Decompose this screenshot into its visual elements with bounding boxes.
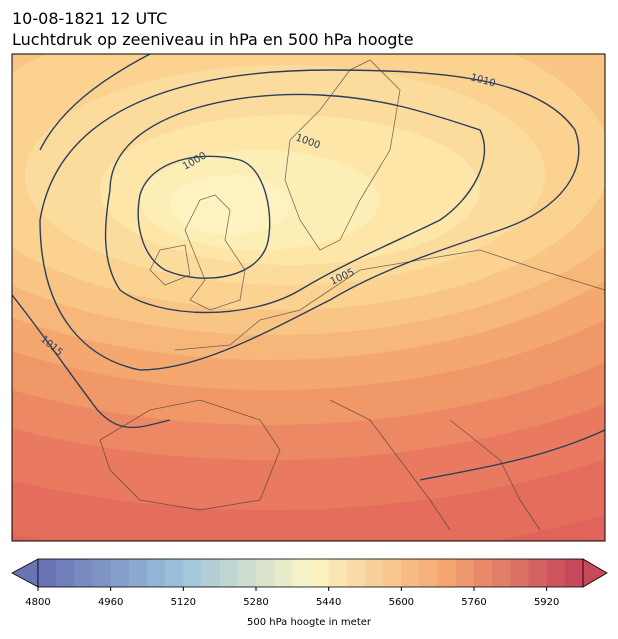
colorbar-segment: [383, 559, 402, 587]
colorbar-extend-low: [11, 558, 39, 588]
colorbar-segment: [310, 559, 330, 587]
colorbar-segment: [546, 559, 566, 587]
colorbar-segment: [346, 559, 366, 587]
colorbar-tick-label: 5440: [316, 597, 341, 608]
colorbar-extend-high: [582, 558, 608, 588]
colorbar-segment: [74, 559, 93, 587]
colorbar-segment: [147, 559, 166, 587]
colorbar-segment: [437, 559, 457, 587]
colorbar-tick-label: 4960: [98, 597, 123, 608]
colorbar-segment: [564, 559, 584, 587]
colorbar-segment: [274, 559, 293, 587]
colorbar-segment: [219, 559, 239, 587]
colorbar-label: 500 hPa hoogte in meter: [247, 617, 372, 628]
coastlines: [99, 59, 605, 531]
colorbar-segment: [365, 559, 384, 587]
isobars: [12, 54, 605, 481]
colorbar: 4800 4960 5120 5280 5440 5600 5760 5920: [11, 558, 608, 608]
colorbar-segment: [256, 559, 275, 587]
colorbar-tick-label: 5920: [534, 597, 559, 608]
colorbar-segment: [474, 559, 493, 587]
colorbar-tick-label: 5280: [243, 597, 268, 608]
colorbar-segment: [165, 559, 184, 587]
colorbar-segment: [38, 559, 57, 587]
colorbar-segment: [292, 559, 311, 587]
colorbar-segment: [128, 559, 148, 587]
colorbar-tick-label: 5600: [389, 597, 414, 608]
colorbar-segment: [92, 559, 112, 587]
map-frame: [11, 53, 606, 542]
colorbar-tick-label: 4800: [25, 597, 50, 608]
title: 10-08-1821 12 UTC: [12, 9, 167, 28]
colorbar-segment: [528, 559, 548, 587]
colorbar-tick-label: 5760: [461, 597, 486, 608]
colorbar-segment: [455, 559, 475, 587]
subtitle: Luchtdruk op zeeniveau in hPa en 500 hPa…: [12, 30, 414, 49]
colorbar-segment: [201, 559, 221, 587]
colorbar-tick-label: 5120: [171, 597, 196, 608]
colorbar-segment: [401, 559, 420, 587]
colorbar-segment: [56, 559, 75, 587]
colorbar-segment: [328, 559, 348, 587]
colorbar-segment: [419, 559, 439, 587]
colorbar-segment: [510, 559, 529, 587]
colorbar-segment: [237, 559, 257, 587]
colorbar-frame: [37, 558, 584, 588]
colorbar-segment: [492, 559, 511, 587]
colorbar-segment: [183, 559, 202, 587]
colorbar-segment: [110, 559, 130, 587]
